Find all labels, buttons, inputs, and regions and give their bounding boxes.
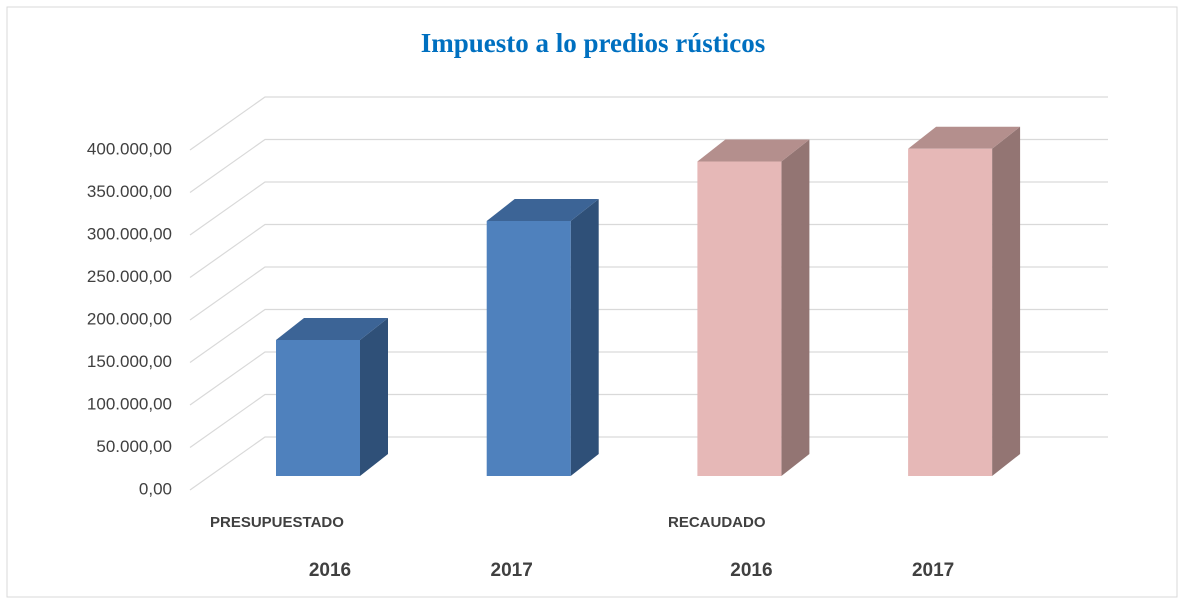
group-label: PRESUPUESTADO: [210, 514, 344, 531]
grid-line: [189, 223, 1108, 278]
bar-side: [992, 126, 1021, 476]
x-tick-label: 2017: [912, 560, 954, 581]
grid-line: [189, 138, 1108, 193]
y-tick-label: 200.000,00: [87, 309, 172, 328]
chart-title: Impuesto a lo predios rústicos: [421, 28, 766, 58]
bar: [276, 340, 360, 476]
y-tick-label: 350.000,00: [87, 182, 172, 201]
bar-top: [486, 199, 599, 221]
group-label: RECAUDADO: [668, 514, 766, 531]
y-tick-label: 0,00: [139, 479, 172, 498]
bar-side: [570, 199, 599, 476]
x-tick-label: 2016: [730, 560, 772, 581]
grid-line: [189, 96, 1108, 151]
bar-top: [276, 318, 388, 340]
grid-line: [189, 181, 1108, 236]
grid-line: [189, 393, 1108, 448]
grid-line: [189, 436, 1108, 491]
bar: [486, 221, 571, 476]
y-tick-label: 250.000,00: [87, 267, 172, 286]
y-tick-label: 50.000,00: [96, 437, 172, 456]
grid-line: [189, 308, 1108, 363]
bar-top: [908, 126, 1021, 149]
grid-line: [189, 351, 1108, 406]
bar-side: [360, 318, 388, 476]
y-tick-label: 150.000,00: [87, 352, 172, 371]
bar-top: [697, 139, 810, 162]
y-tick-label: 400.000,00: [87, 139, 172, 158]
bar-side: [781, 139, 810, 476]
y-tick-label: 100.000,00: [87, 394, 172, 413]
bar: [697, 161, 782, 476]
x-tick-label: 2016: [309, 560, 351, 581]
grid-line: [189, 266, 1108, 321]
x-tick-label: 2017: [491, 560, 533, 581]
y-tick-label: 300.000,00: [87, 224, 172, 243]
bar: [908, 148, 993, 476]
